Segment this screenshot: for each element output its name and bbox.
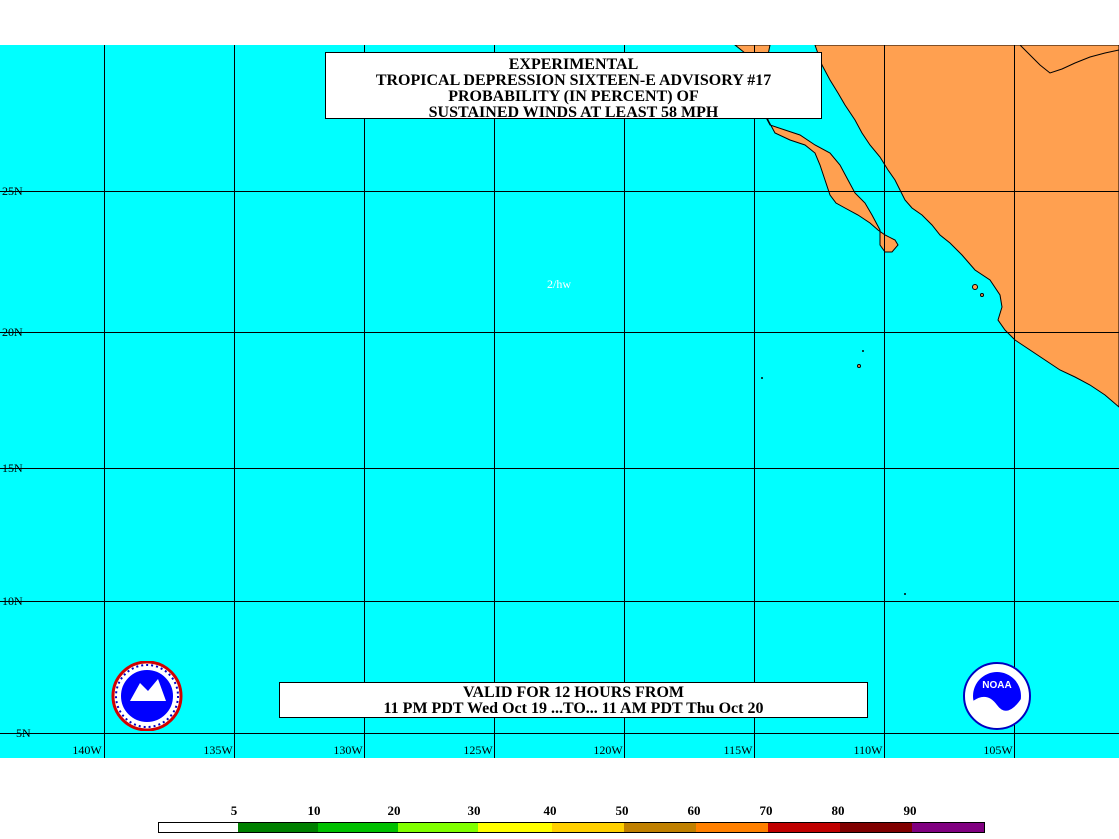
legend-cell	[624, 823, 696, 832]
legend-tick: 90	[903, 803, 917, 818]
valid-line: VALID FOR 12 HOURS FROM	[462, 684, 685, 701]
legend-cell	[318, 823, 398, 832]
island	[904, 593, 906, 595]
valid-time-box: VALID FOR 12 HOURS FROM 11 PM PDT Wed Oc…	[279, 682, 868, 718]
land-mexico	[814, 45, 1119, 408]
title-line: TROPICAL DEPRESSION SIXTEEN-E ADVISORY #…	[375, 72, 772, 89]
legend-tick: 20	[387, 803, 401, 818]
legend-cell	[398, 823, 478, 832]
map-area	[0, 45, 1119, 758]
legend-cell	[159, 823, 238, 832]
legend-color-bar	[158, 822, 985, 833]
legend-cell	[238, 823, 318, 832]
lat-label-10n: 10N	[2, 594, 23, 608]
noaa-logo-text: NOAA	[982, 680, 1011, 691]
lon-label-120w: 120W	[593, 743, 623, 757]
lat-label-20n: 20N	[2, 325, 23, 339]
title-box: EXPERIMENTAL TROPICAL DEPRESSION SIXTEEN…	[325, 52, 822, 121]
lat-label-15n: 15N	[2, 461, 23, 475]
noaa-logo-icon: NOAA	[963, 662, 1031, 730]
legend-tick: 30	[467, 803, 481, 818]
legend-cell	[478, 823, 552, 832]
longitude-grid	[104, 45, 1015, 758]
lon-label-140w: 140W	[72, 743, 102, 757]
title-line: SUSTAINED WINDS AT LEAST 58 MPH	[428, 104, 719, 121]
island	[862, 350, 864, 352]
border-line	[1019, 45, 1119, 74]
lon-label-110w: 110W	[853, 743, 883, 757]
latitude-grid	[0, 191, 1119, 734]
lon-label-105w: 105W	[983, 743, 1013, 757]
lon-label-115w: 115W	[723, 743, 753, 757]
legend-tick: 80	[831, 803, 845, 818]
lon-label-135w: 135W	[203, 743, 233, 757]
legend-tick: 40	[543, 803, 557, 818]
island	[980, 293, 984, 297]
island	[761, 377, 763, 379]
legend-tick: 50	[615, 803, 629, 818]
legend-cell	[840, 823, 912, 832]
legend-tick: 60	[687, 803, 701, 818]
title-line: PROBABILITY (IN PERCENT) OF	[448, 88, 699, 105]
legend-cell	[768, 823, 840, 832]
map-svg	[0, 45, 1119, 758]
legend-cell	[912, 823, 984, 832]
island	[857, 364, 861, 368]
land-baja-california	[734, 45, 899, 253]
valid-line: 11 PM PDT Wed Oct 19 ...TO... 11 AM PDT …	[383, 700, 764, 717]
legend-tick: 70	[759, 803, 773, 818]
lat-label-5n: 5N	[16, 726, 31, 740]
lat-label-25n: 25N	[2, 184, 23, 198]
lon-label-130w: 130W	[333, 743, 363, 757]
legend-tick: 10	[307, 803, 321, 818]
legend-cell	[696, 823, 768, 832]
legend-cell	[552, 823, 624, 832]
legend-tick: 5	[230, 803, 238, 818]
title-line: EXPERIMENTAL	[508, 56, 639, 73]
lon-label-125w: 125W	[463, 743, 493, 757]
island	[972, 284, 978, 290]
map-annotation: 2/hw	[547, 277, 571, 291]
nws-logo-icon	[111, 661, 183, 731]
